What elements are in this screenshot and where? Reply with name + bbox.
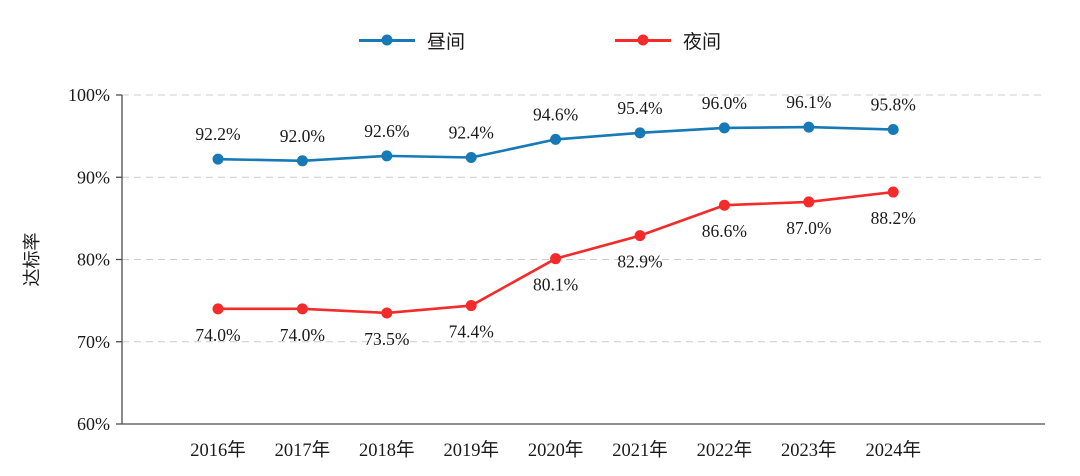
- legend-item-nighttime: 夜间: [615, 27, 721, 54]
- data-point: [296, 155, 308, 167]
- y-axis-title: 达标率: [22, 233, 42, 287]
- legend-label-nighttime: 夜间: [683, 31, 722, 53]
- data-point: [887, 124, 899, 136]
- axes: 60% 70% 80% 90% 100% 2016年 2017年 2018年 2019年 2020…: [68, 85, 1045, 461]
- x-tick-label: 2022年: [697, 440, 753, 461]
- gridlines: [122, 94, 1045, 343]
- data-point: [887, 186, 899, 198]
- data-label: 96.1%: [786, 92, 831, 112]
- x-tick-label: 2023年: [781, 440, 837, 461]
- data-point: [634, 230, 646, 242]
- data-point: [381, 307, 393, 319]
- data-point: [212, 153, 224, 165]
- x-tick-label: 2017年: [275, 440, 331, 461]
- data-point: [803, 121, 815, 133]
- data-label: 82.9%: [617, 252, 662, 272]
- data-label: 86.6%: [702, 221, 747, 241]
- series-nighttime: 74.0% 74.0% 73.5% 74.4% 80.1% 82.9% 86.6% 87.0%…: [195, 186, 916, 349]
- series-line-nighttime: [216, 190, 895, 315]
- data-point: [634, 127, 646, 139]
- data-label: 96.0%: [702, 93, 747, 113]
- legend-label-daytime: 昼间: [426, 31, 465, 53]
- x-tick-label: 2021年: [612, 440, 668, 461]
- y-tick-label: 90%: [77, 167, 110, 187]
- legend-dot-icon: [637, 34, 649, 46]
- data-label: 88.2%: [871, 208, 916, 228]
- legend-marker-daytime: [358, 33, 415, 47]
- data-label: 74.0%: [280, 325, 325, 345]
- data-label: 80.1%: [533, 275, 578, 295]
- chart-legend: 昼间 夜间: [0, 0, 1080, 70]
- data-point: [296, 303, 308, 315]
- legend-item-daytime: 昼间: [358, 27, 465, 54]
- data-point: [803, 196, 815, 208]
- data-point: [381, 150, 393, 162]
- legend-marker-nighttime: [615, 33, 671, 47]
- data-point: [718, 199, 730, 211]
- data-label: 87.0%: [786, 218, 831, 238]
- y-tick-label: 60%: [77, 414, 110, 434]
- y-tick-label: 80%: [77, 250, 110, 270]
- data-point: [465, 152, 477, 164]
- data-point: [550, 133, 562, 145]
- x-tick-label: 2024年: [865, 440, 921, 461]
- data-label: 92.0%: [280, 126, 325, 146]
- data-label: 95.4%: [617, 98, 662, 118]
- line-chart-plot-area: 60% 70% 80% 90% 100% 2016年 2017年 2018年 2019年 2020…: [22, 85, 1045, 461]
- x-tick-label: 2018年: [359, 440, 415, 461]
- data-label: 92.2%: [195, 124, 240, 144]
- data-label: 94.6%: [533, 104, 578, 124]
- data-point: [718, 122, 730, 134]
- y-tick-label: 70%: [77, 332, 110, 352]
- data-label: 74.4%: [449, 322, 494, 342]
- data-label: 92.4%: [449, 123, 494, 143]
- data-point: [465, 300, 477, 312]
- series-daytime: 92.2% 92.0% 92.6% 92.4% 94.6% 95.4% 96.0% 96.1%…: [195, 92, 916, 167]
- data-point: [550, 253, 562, 265]
- x-tick-label: 2019年: [443, 440, 499, 461]
- x-tick-label: 2020年: [528, 440, 584, 461]
- data-label: 95.8%: [871, 95, 916, 115]
- y-tick-label: 100%: [68, 85, 110, 105]
- data-label: 74.0%: [195, 325, 240, 345]
- data-label: 73.5%: [364, 329, 409, 349]
- legend-dot-icon: [381, 34, 393, 46]
- data-point: [212, 303, 224, 315]
- x-tick-label: 2016年: [190, 440, 246, 461]
- data-label: 92.6%: [364, 121, 409, 141]
